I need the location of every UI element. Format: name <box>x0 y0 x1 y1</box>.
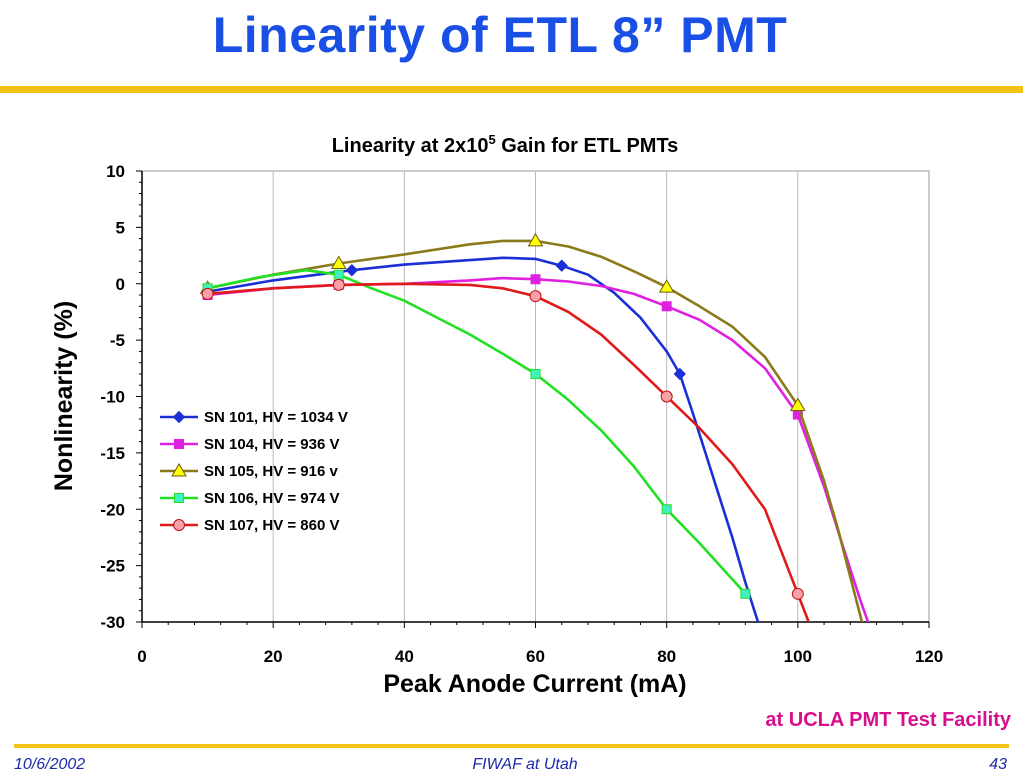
y-tick-label: -15 <box>100 444 125 463</box>
data-point <box>333 269 344 280</box>
y-tick-label: -30 <box>100 613 125 632</box>
series-line <box>207 282 811 622</box>
legend-swatch-marker <box>171 463 187 477</box>
y-tick-label: 5 <box>116 218 125 237</box>
legend-swatch-marker <box>172 410 186 424</box>
chart-title: Linearity at 2x105 Gain for ETL PMTs <box>332 132 679 157</box>
y-tick-label: -25 <box>100 557 125 576</box>
y-tick-label: 10 <box>106 162 125 181</box>
data-point <box>345 264 359 277</box>
series-5 <box>201 278 811 622</box>
legend-label: SN 101, HV = 1034 V <box>204 409 348 426</box>
legend: SN 101, HV = 1034 V SN 104, HV = 936 V SN … <box>160 409 348 534</box>
data-point <box>530 368 541 379</box>
legend-item: SN 101, HV = 1034 V <box>160 409 348 426</box>
data-point <box>201 287 214 300</box>
x-axis-label: Peak Anode Current (mA) <box>383 670 686 698</box>
legend-item: SN 106, HV = 974 V <box>160 490 340 507</box>
data-point <box>658 279 675 293</box>
x-tick-label: 100 <box>784 647 812 666</box>
data-point <box>673 367 686 381</box>
y-tick-label: -10 <box>100 388 125 407</box>
data-point <box>530 274 541 285</box>
legend-label: SN 104, HV = 936 V <box>204 436 340 453</box>
data-point <box>332 278 345 291</box>
data-point <box>791 587 804 600</box>
y-tick-label: -20 <box>100 500 125 519</box>
x-tick-label: 60 <box>526 647 545 666</box>
data-point <box>555 259 568 272</box>
facility-note: at UCLA PMT Test Facility <box>765 709 1011 731</box>
legend-label: SN 105, HV = 916 v <box>204 463 338 480</box>
x-tick-label: 0 <box>137 647 146 666</box>
data-point <box>529 290 542 303</box>
data-point <box>661 301 672 312</box>
data-point <box>330 255 347 269</box>
x-tick-label: 20 <box>264 647 283 666</box>
footer-page-number: 43 <box>989 756 1007 773</box>
bottom-divider <box>14 744 1009 748</box>
legend-label: SN 106, HV = 974 V <box>204 490 340 507</box>
footer-date: 10/6/2002 <box>14 756 86 773</box>
series-line <box>207 239 864 622</box>
data-point <box>660 390 673 403</box>
legend-label: SN 107, HV = 860 V <box>204 517 340 534</box>
legend-item: SN 104, HV = 936 V <box>160 436 340 453</box>
slide-title: Linearity of ETL 8” PMT <box>212 7 788 63</box>
legend-swatch-marker <box>173 519 185 531</box>
legend-swatch-marker <box>174 439 184 449</box>
x-tick-label: 80 <box>657 647 676 666</box>
top-divider <box>0 86 1023 93</box>
data-point <box>661 504 672 515</box>
series-layer <box>199 232 870 622</box>
y-tick-label: 0 <box>116 275 125 294</box>
legend-swatch-marker <box>174 493 184 503</box>
y-tick-label: -5 <box>110 331 125 350</box>
footer-center: FIWAF at Utah <box>472 756 578 773</box>
x-tick-label: 40 <box>395 647 414 666</box>
axes: 10 5 0 -5 -10 -15 -20 -25 -30 0 20 40 60 80 100 120 <box>100 162 943 666</box>
data-point <box>789 397 806 412</box>
series-line <box>207 268 747 595</box>
x-tick-label: 120 <box>915 647 943 666</box>
y-axis-label: Nonlinearity (%) <box>50 301 78 491</box>
data-point <box>527 232 544 247</box>
legend-item: SN 105, HV = 916 v <box>160 463 338 480</box>
nonlinearity-chart: Linearity at 2x105 Gain for ETL PMTs 10 5… <box>50 132 943 698</box>
data-point <box>740 588 751 599</box>
legend-item: SN 107, HV = 860 V <box>160 517 340 534</box>
